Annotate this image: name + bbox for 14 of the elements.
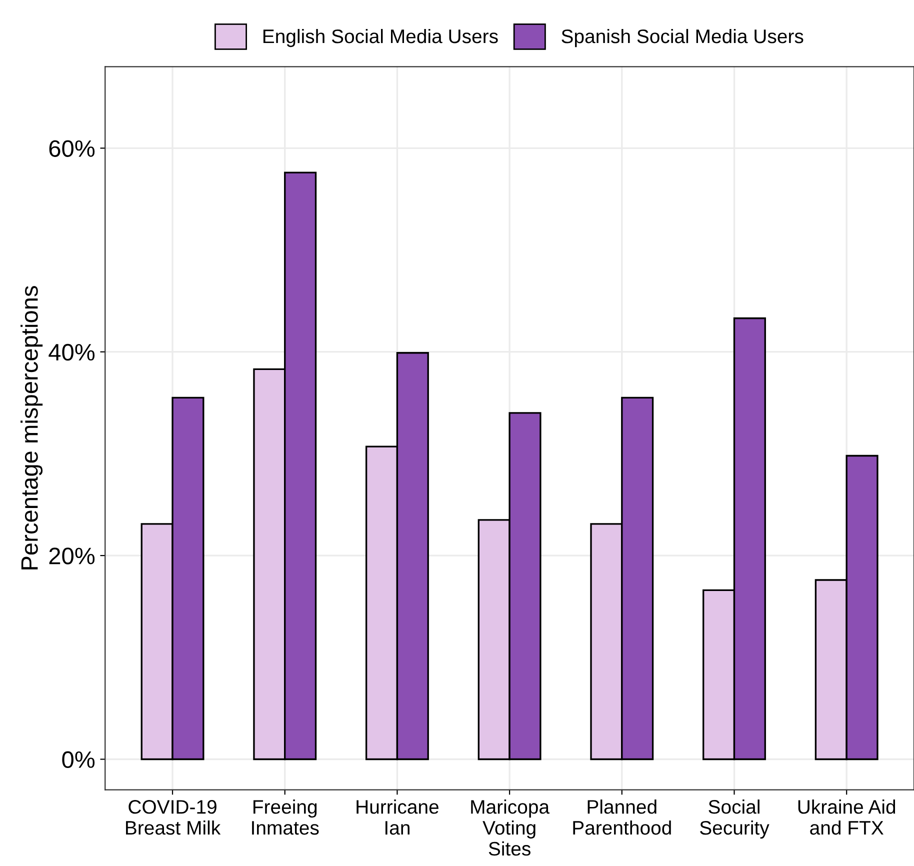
legend-label: English Social Media Users xyxy=(263,28,498,48)
y-tick-label: 60% xyxy=(49,140,95,157)
x-tick-label: Ukraine Aid and FTX xyxy=(798,800,896,835)
x-tick-label: COVID-19 Breast Milk xyxy=(126,800,221,835)
x-tick-label: Planned Parenthood xyxy=(573,800,671,835)
legend-label: Spanish Social Media Users xyxy=(562,28,804,48)
x-tick-label: Hurricane Ian xyxy=(356,800,438,835)
y-tick-label: 0% xyxy=(62,751,95,768)
x-tick-label: Maricopa Voting Sites xyxy=(471,800,550,856)
y-axis-title: Percentage misperceptions xyxy=(20,286,43,570)
x-tick-label: Freeing Inmates xyxy=(252,800,319,835)
x-tick-label: Social Security xyxy=(700,800,770,839)
y-tick-label: 40% xyxy=(48,344,95,361)
y-tick-label: 20% xyxy=(49,548,95,564)
